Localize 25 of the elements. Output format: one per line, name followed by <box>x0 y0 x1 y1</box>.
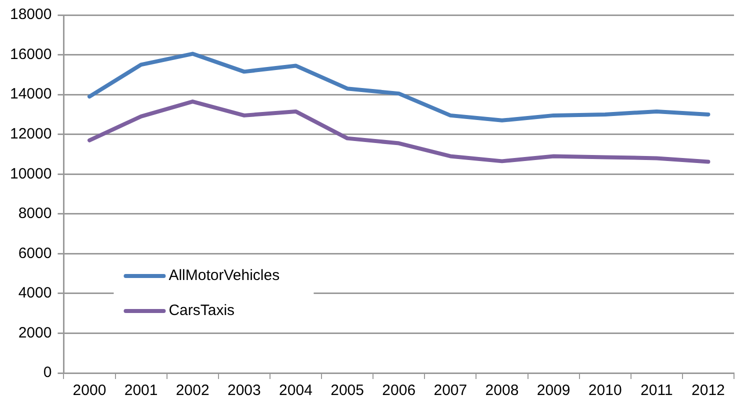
x-tick-label: 2010 <box>588 382 622 400</box>
y-tick-label: 10000 <box>10 165 52 182</box>
legend-label: CarsTaxis <box>168 302 235 320</box>
x-tick-label: 2000 <box>72 382 106 400</box>
x-tick-label: 2009 <box>536 382 570 400</box>
y-tick-label: 2000 <box>18 324 52 342</box>
y-tick-label: 0 <box>43 364 52 382</box>
x-tick-label: 2004 <box>279 382 312 400</box>
x-tick-label: 2011 <box>640 382 673 400</box>
y-tick-label: 8000 <box>18 205 52 222</box>
x-tick-label: 2007 <box>434 382 468 400</box>
legend-label: AllMotorVehicles <box>168 267 280 284</box>
y-tick-label: 12000 <box>10 125 52 142</box>
y-tick-label: 14000 <box>10 86 52 103</box>
x-tick-label: 2008 <box>485 382 519 400</box>
y-tick-label: 18000 <box>10 6 52 24</box>
y-tick-label: 4000 <box>18 284 52 302</box>
x-tick-label: 2005 <box>330 382 364 400</box>
x-tick-label: 2012 <box>692 382 725 400</box>
y-tick-label: 16000 <box>10 46 52 63</box>
x-tick-label: 2001 <box>124 382 158 400</box>
x-tick-label: 2002 <box>176 382 210 400</box>
x-tick-label: 2003 <box>227 382 261 400</box>
y-tick-label: 6000 <box>18 244 52 262</box>
x-tick-label: 2006 <box>382 382 416 400</box>
